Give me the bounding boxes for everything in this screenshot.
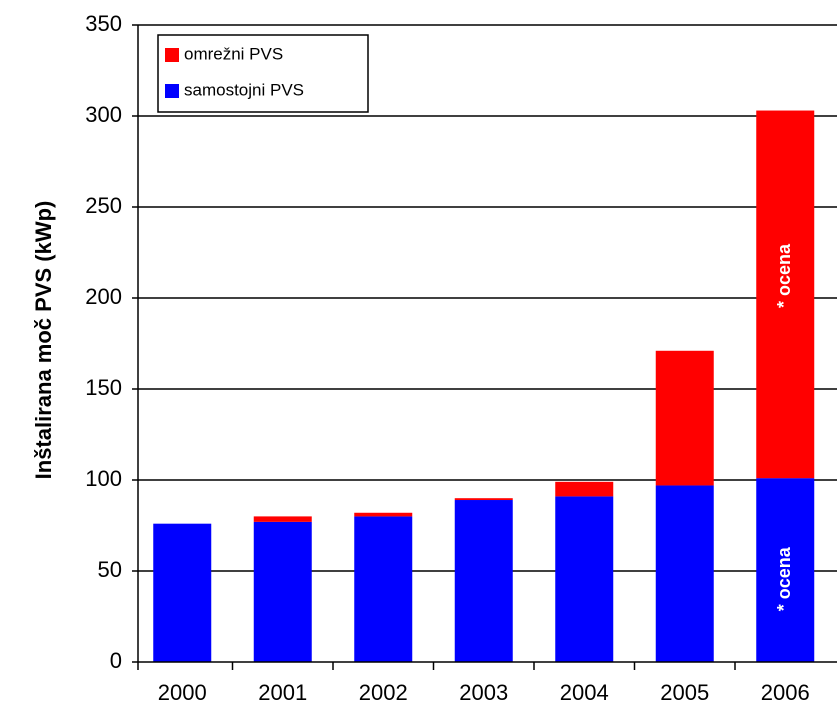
y-axis-label: Inštalirana moč PVS (kWp) — [31, 201, 56, 480]
legend-swatch — [165, 48, 179, 62]
y-tick-label: 150 — [85, 375, 122, 400]
x-tick-label: 2005 — [660, 680, 709, 705]
y-tick-label: 300 — [85, 102, 122, 127]
bar-segment — [354, 516, 413, 662]
bar-segment — [253, 516, 312, 522]
y-tick-label: 50 — [98, 557, 122, 582]
bar-segment — [555, 496, 614, 662]
bar-segment — [655, 350, 714, 486]
annotation: * ocena — [774, 243, 794, 308]
bar-segment — [354, 512, 413, 517]
bar-segment — [756, 478, 815, 662]
bar-segment — [153, 523, 212, 662]
annotation: * ocena — [774, 546, 794, 611]
y-tick-label: 200 — [85, 284, 122, 309]
y-tick-label: 0 — [110, 648, 122, 673]
bar-segment — [756, 110, 815, 479]
legend-label: omrežni PVS — [184, 44, 283, 63]
legend-swatch — [165, 84, 179, 98]
x-tick-label: 2000 — [158, 680, 207, 705]
y-tick-label: 350 — [85, 11, 122, 36]
legend-label: samostojni PVS — [184, 80, 304, 99]
x-tick-label: 2002 — [359, 680, 408, 705]
bar-segment — [655, 485, 714, 662]
x-tick-label: 2004 — [560, 680, 609, 705]
bar-segment — [253, 521, 312, 662]
x-tick-label: 2003 — [459, 680, 508, 705]
y-tick-label: 100 — [85, 466, 122, 491]
bar-segment — [454, 500, 513, 662]
legend-box — [157, 34, 369, 113]
y-tick-label: 250 — [85, 193, 122, 218]
x-tick-label: 2006 — [761, 680, 810, 705]
bar-segment — [555, 481, 614, 497]
bar-segment — [454, 498, 513, 501]
x-tick-label: 2001 — [258, 680, 307, 705]
